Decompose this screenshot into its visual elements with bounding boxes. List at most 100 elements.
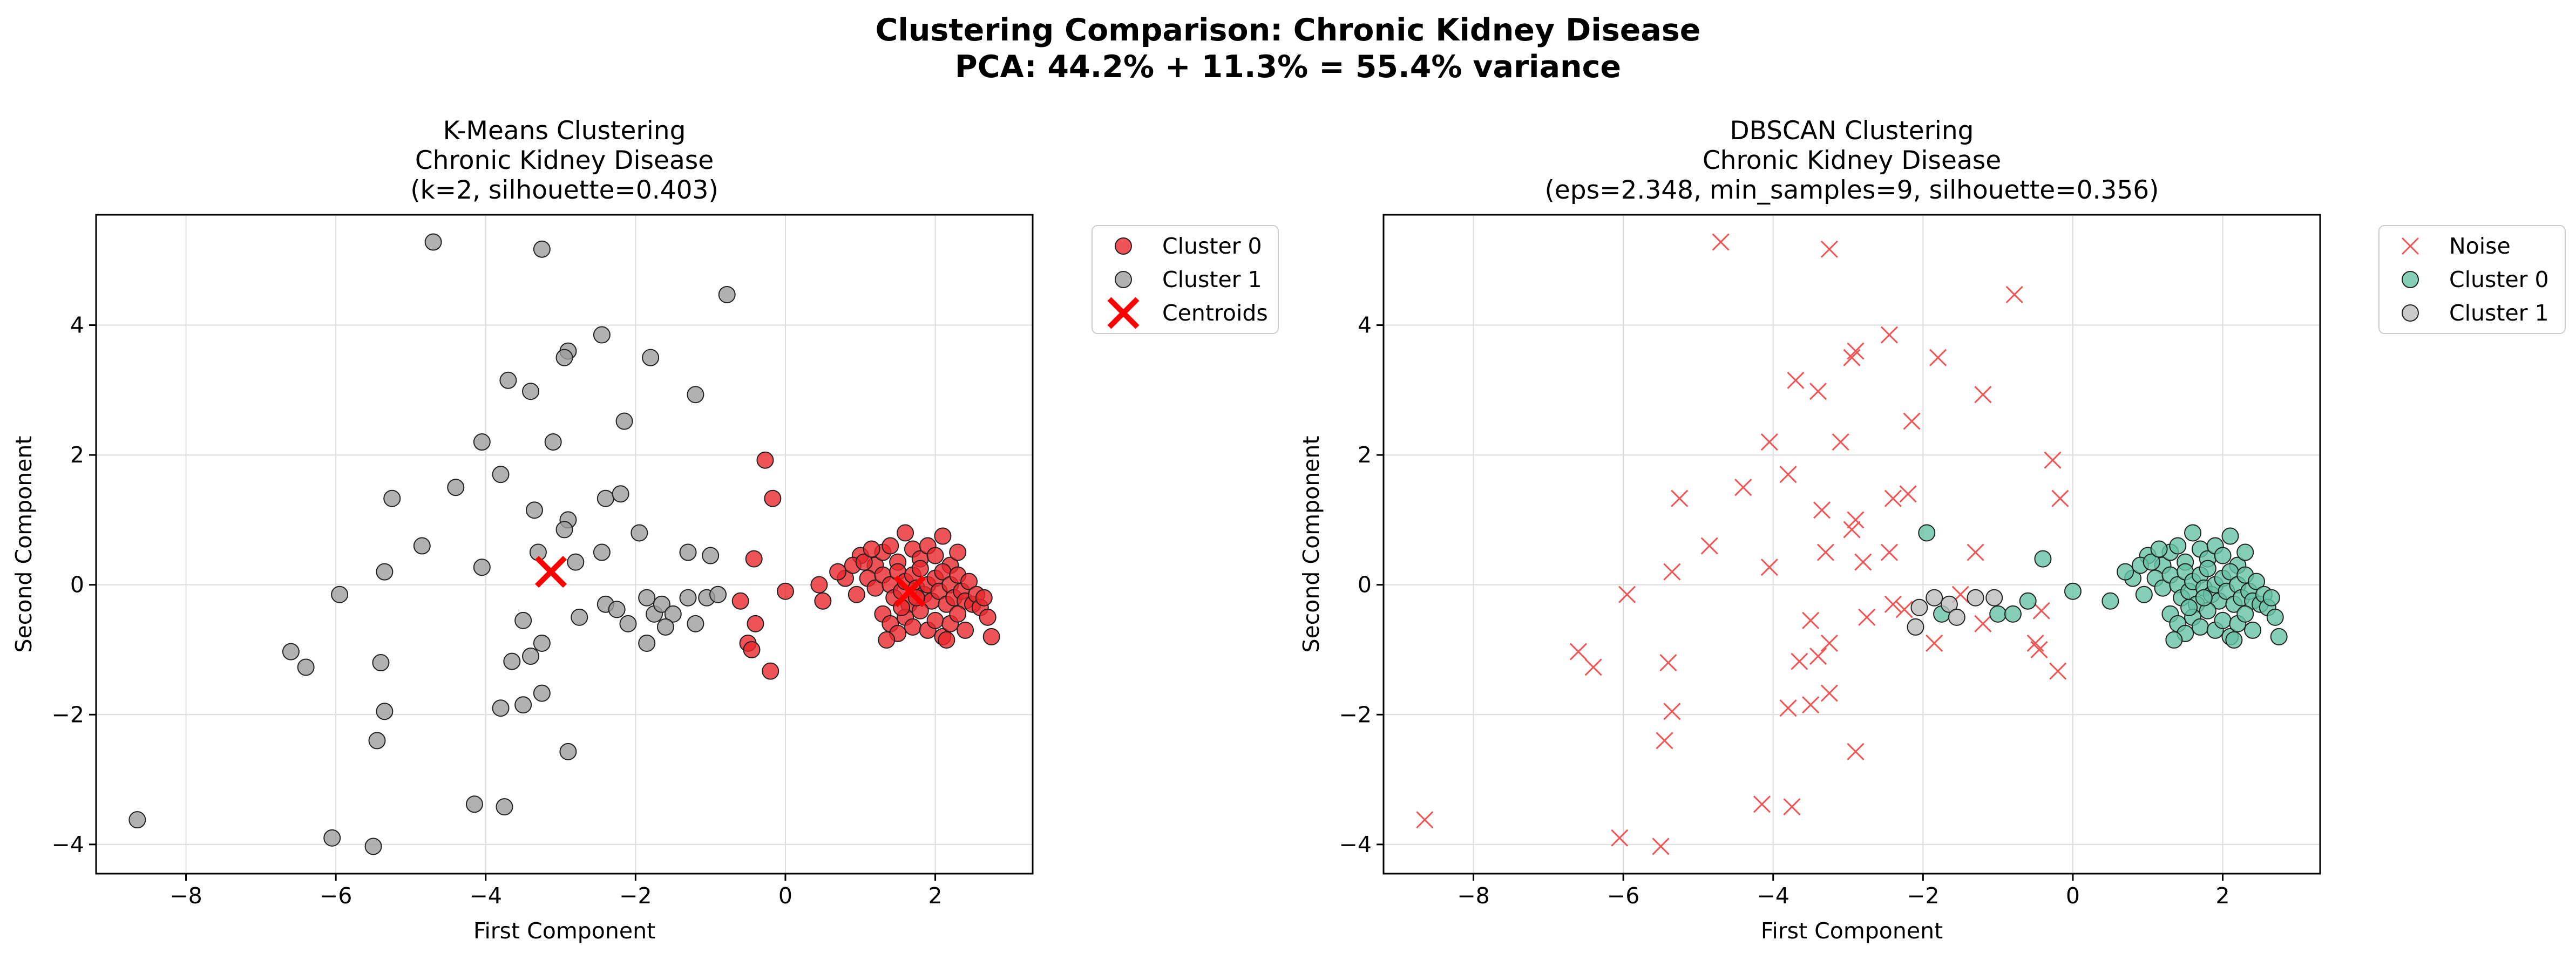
data-point: [2064, 582, 2082, 600]
data-point: [1989, 605, 2007, 623]
data-point: [949, 543, 967, 561]
data-point: [960, 573, 978, 590]
x-tick-label: −4: [1757, 883, 1789, 909]
data-point: [503, 652, 521, 670]
data-point: [1907, 618, 1924, 636]
data-point: [1611, 829, 1629, 847]
data-point: [372, 654, 390, 672]
data-point: [1734, 479, 1752, 496]
y-tick-label: −4: [52, 832, 84, 857]
data-point: [855, 553, 873, 571]
data-point: [679, 589, 697, 607]
data-point: [926, 547, 944, 564]
data-point: [544, 433, 562, 451]
data-point: [1948, 608, 1965, 626]
data-point: [1899, 485, 1917, 503]
data-point: [282, 643, 300, 661]
data-point: [2034, 550, 2052, 568]
legend-box: [2378, 225, 2566, 334]
legend-label: Cluster 1: [1162, 267, 1262, 292]
data-point: [1712, 233, 1730, 251]
data-point: [2262, 589, 2280, 607]
data-point: [1656, 732, 1673, 750]
series-cluster-0: [731, 451, 1000, 680]
legend-marker: [1107, 297, 1140, 329]
data-point: [2184, 524, 2202, 542]
data-point: [447, 479, 465, 496]
data-point: [525, 501, 543, 519]
data-point: [829, 563, 847, 581]
data-point: [2214, 547, 2232, 564]
data-point: [934, 527, 952, 545]
data-point: [1929, 349, 1947, 366]
data-point: [128, 811, 146, 829]
data-point: [2180, 598, 2198, 616]
legend-label: Centroids: [1162, 300, 1268, 326]
data-point: [533, 634, 551, 652]
data-point: [982, 628, 1000, 645]
legend-label: Noise: [2449, 233, 2511, 259]
data-point: [1880, 543, 1898, 561]
data-point: [1791, 652, 1808, 670]
data-point: [1802, 696, 1820, 714]
data-point: [2102, 592, 2119, 610]
data-point: [2195, 589, 2213, 607]
data-point: [376, 703, 394, 720]
data-point: [492, 466, 510, 484]
data-point: [413, 537, 431, 555]
data-point: [2236, 605, 2254, 623]
data-point: [1940, 595, 1958, 613]
data-point: [615, 412, 633, 430]
legend-label: Cluster 1: [2449, 300, 2549, 326]
data-point: [1663, 563, 1681, 581]
data-point: [2051, 489, 2069, 507]
data-point: [612, 485, 629, 503]
legend-marker: [2402, 304, 2419, 322]
series-noise: [1416, 233, 2069, 855]
data-point: [383, 489, 401, 507]
data-point: [878, 631, 896, 649]
series-cluster-1: [128, 233, 736, 855]
data-point: [904, 618, 921, 636]
data-point: [1854, 553, 1872, 571]
panel-title-line: K-Means Clustering: [443, 116, 686, 146]
data-point: [567, 553, 585, 571]
panel-title-line: (eps=2.348, min_samples=9, silhouette=0.…: [1545, 175, 2159, 205]
y-tick-label: 4: [1358, 312, 1372, 338]
data-point: [593, 543, 611, 561]
data-point: [664, 605, 682, 623]
data-point: [297, 658, 315, 676]
data-point: [1659, 653, 1677, 672]
data-point: [2044, 451, 2062, 469]
data-point: [555, 349, 573, 366]
figure-suptitle: Clustering Comparison: Chronic Kidney Di…: [875, 12, 1701, 48]
data-point: [533, 240, 551, 258]
x-tick-label: −8: [170, 883, 202, 909]
data-point: [743, 641, 761, 658]
x-tick-label: −2: [619, 883, 652, 909]
data-point: [762, 662, 779, 680]
legend-marker: [2402, 271, 2419, 288]
data-point: [2004, 605, 2022, 623]
data-point: [1847, 743, 1865, 760]
data-point: [1663, 703, 1681, 720]
legend: Noise Cluster 0 Cluster 1: [2378, 225, 2566, 334]
data-point: [424, 233, 442, 251]
data-point: [364, 838, 382, 855]
data-point: [1974, 386, 1992, 404]
data-point: [1584, 658, 1602, 676]
data-point: [1760, 433, 1778, 451]
y-tick-label: −2: [1339, 702, 1372, 727]
data-point: [376, 563, 394, 581]
data-point: [1671, 489, 1689, 507]
data-point: [331, 585, 349, 603]
data-point: [764, 489, 782, 507]
data-point: [2236, 543, 2254, 561]
panel-title-line: (k=2, silhouette=0.403): [410, 175, 718, 205]
data-point: [2032, 602, 2050, 619]
data-point: [2143, 553, 2160, 571]
panel-title-line: Chronic Kidney Disease: [1703, 146, 2001, 175]
data-point: [949, 605, 967, 623]
data-point: [679, 543, 697, 561]
